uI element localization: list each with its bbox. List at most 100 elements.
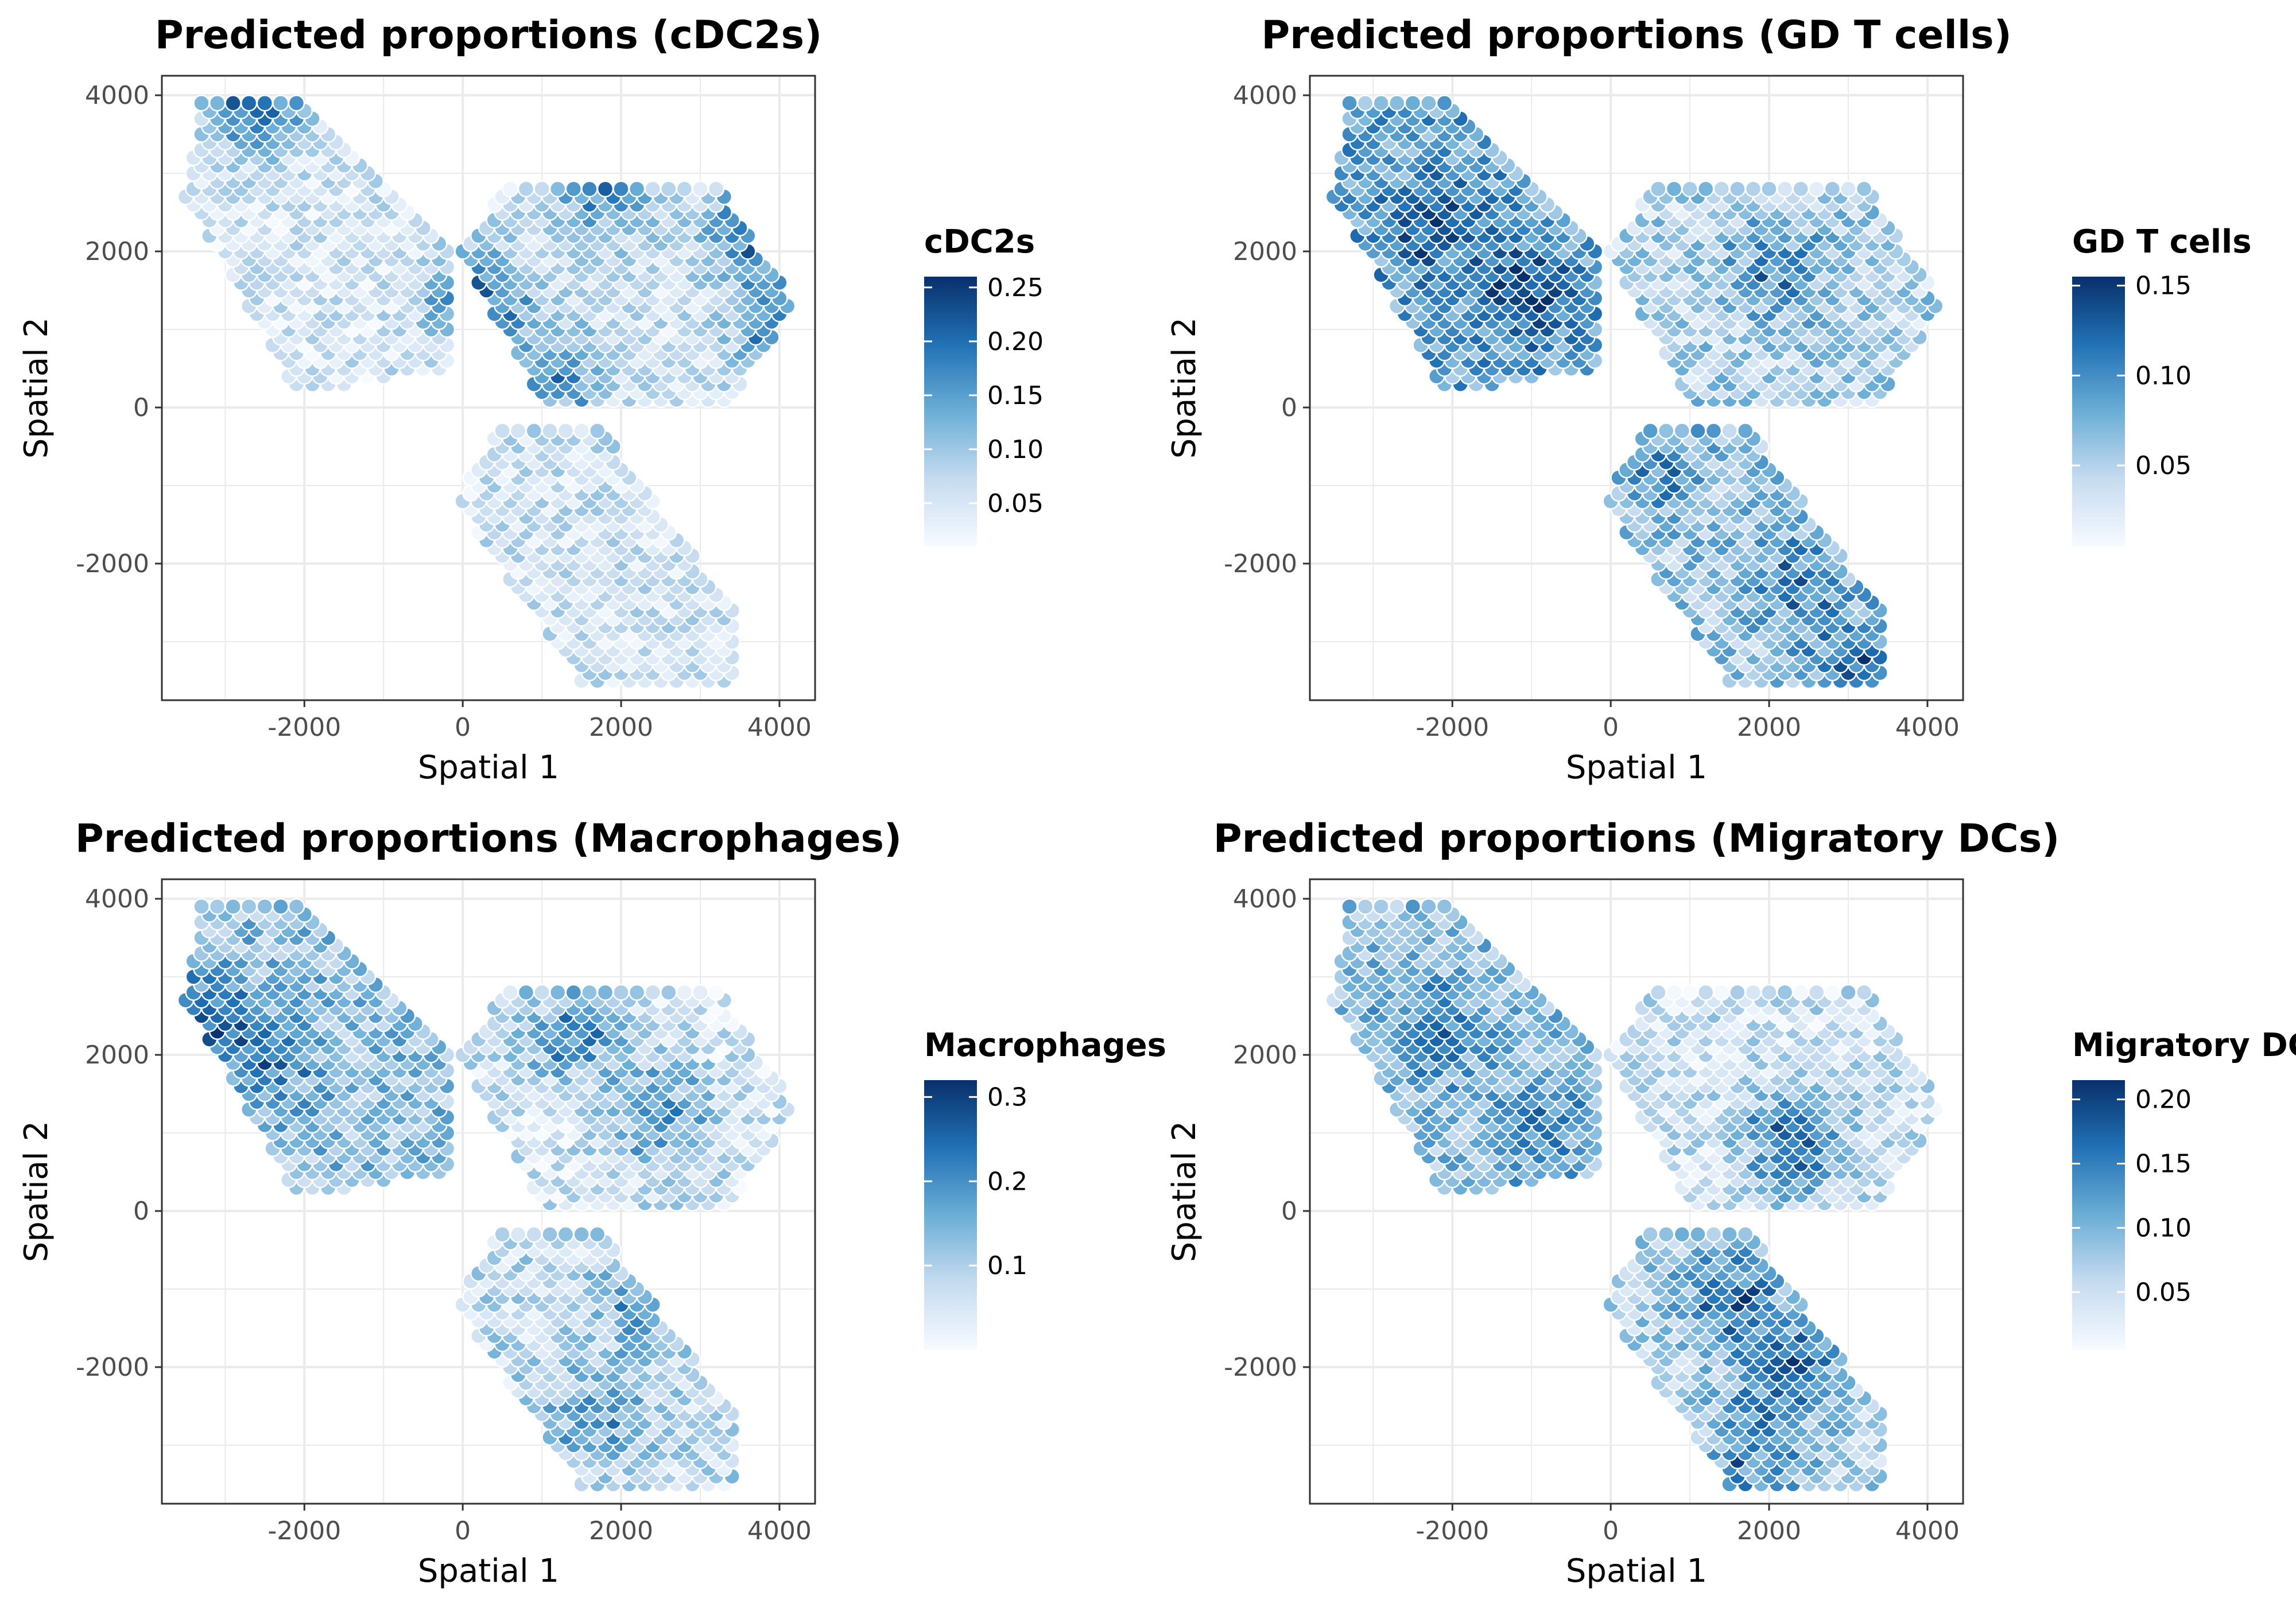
data-point: [494, 1226, 511, 1243]
data-point: [1436, 94, 1453, 112]
data-point: [660, 984, 677, 1001]
data-point: [1855, 984, 1873, 1001]
data-point: [644, 180, 661, 197]
legend-tick-label: 0.25: [987, 273, 1044, 302]
legend-tick-label: 0.15: [987, 381, 1044, 410]
data-point: [676, 984, 693, 1001]
panel-title: Predicted proportions (GD T cells): [1261, 13, 2011, 58]
data-point: [494, 422, 511, 440]
data-point: [1760, 984, 1778, 1001]
data-point: [692, 180, 709, 197]
data-point: [256, 94, 274, 112]
legend-colorbar: [924, 277, 977, 546]
panel-title: Predicted proportions (Macrophages): [75, 816, 902, 861]
data-point: [517, 180, 535, 197]
data-point: [517, 984, 535, 1001]
y-tick-label: -2000: [76, 549, 149, 579]
x-tick-label: -2000: [267, 1516, 341, 1546]
data-point: [596, 984, 614, 1001]
legend-tick-label: 0.10: [987, 435, 1044, 464]
data-point: [1713, 180, 1731, 197]
data-point: [1673, 422, 1691, 440]
data-point: [533, 984, 550, 1001]
data-point: [1657, 422, 1675, 440]
data-point: [288, 898, 305, 915]
data-point: [541, 1226, 559, 1243]
data-point: [1372, 898, 1390, 915]
y-tick-label: 4000: [1233, 81, 1297, 110]
data-point: [1642, 422, 1659, 440]
data-point: [1824, 180, 1841, 197]
x-axis-title: Spatial 1: [418, 1552, 559, 1590]
panel-1: Predicted proportions (cDC2s)-2000 0 2000 4…: [18, 13, 1044, 786]
legend-colorbar: [924, 1080, 977, 1350]
data-point: [1824, 984, 1841, 1001]
legend-colorbar: [2072, 277, 2125, 546]
data-point: [288, 94, 305, 112]
data-point: [1808, 984, 1825, 1001]
data-point: [256, 898, 274, 915]
data-point: [573, 1226, 590, 1243]
data-point: [1356, 898, 1374, 915]
data-point: [588, 1226, 606, 1243]
legend-tick-label: 0.1: [987, 1251, 1027, 1280]
x-tick-label: 0: [455, 713, 471, 742]
data-point: [676, 180, 693, 197]
data-point: [525, 1226, 543, 1243]
data-point: [1420, 94, 1437, 112]
x-tick-label: 4000: [747, 713, 812, 742]
data-point: [193, 898, 210, 915]
data-point: [240, 898, 258, 915]
data-point: [1404, 94, 1422, 112]
y-tick-label: 2000: [85, 237, 149, 266]
data-point: [1840, 984, 1857, 1001]
data-point: [1341, 94, 1358, 112]
y-tick-label: -2000: [1224, 549, 1297, 579]
data-point: [1776, 984, 1794, 1001]
data-point: [525, 422, 543, 440]
data-point: [1404, 898, 1422, 915]
data-point: [707, 180, 725, 197]
data-point: [557, 1226, 575, 1243]
legend-tick-label: 0.2: [987, 1167, 1027, 1196]
x-tick-label: 2000: [589, 713, 653, 742]
x-tick-label: 0: [1603, 713, 1619, 742]
data-point: [509, 1226, 527, 1243]
legend-tick-label: 0.20: [987, 327, 1044, 356]
data-point: [557, 422, 575, 440]
data-point: [502, 180, 519, 197]
data-point: [1388, 94, 1406, 112]
data-point: [1808, 180, 1825, 197]
legend-tick-label: 0.3: [987, 1082, 1027, 1112]
data-point: [1420, 898, 1437, 915]
data-point: [541, 422, 559, 440]
y-tick-label: 2000: [1233, 237, 1297, 266]
y-axis-title: Spatial 2: [18, 1121, 55, 1262]
data-point: [1681, 984, 1698, 1001]
x-tick-label: 2000: [1737, 713, 1801, 742]
data-point: [1855, 180, 1873, 197]
x-axis-title: Spatial 1: [1566, 749, 1707, 786]
data-point: [1705, 422, 1723, 440]
data-point: [1681, 180, 1698, 197]
data-point: [612, 984, 630, 1001]
data-point: [612, 180, 630, 197]
y-axis-title: Spatial 2: [18, 317, 55, 459]
data-point: [549, 984, 567, 1001]
data-point: [1436, 898, 1453, 915]
data-point: [533, 180, 550, 197]
x-tick-label: 4000: [1895, 713, 1960, 742]
data-point: [1388, 898, 1406, 915]
data-point: [224, 898, 242, 915]
data-point: [660, 180, 677, 197]
data-point: [1721, 422, 1738, 440]
data-point: [1744, 180, 1762, 197]
data-point: [581, 180, 598, 197]
data-point: [596, 180, 614, 197]
y-tick-label: 4000: [85, 884, 149, 914]
data-point: [1744, 984, 1762, 1001]
data-point: [565, 180, 583, 197]
data-point: [193, 94, 210, 112]
data-point: [272, 898, 289, 915]
data-point: [692, 984, 709, 1001]
